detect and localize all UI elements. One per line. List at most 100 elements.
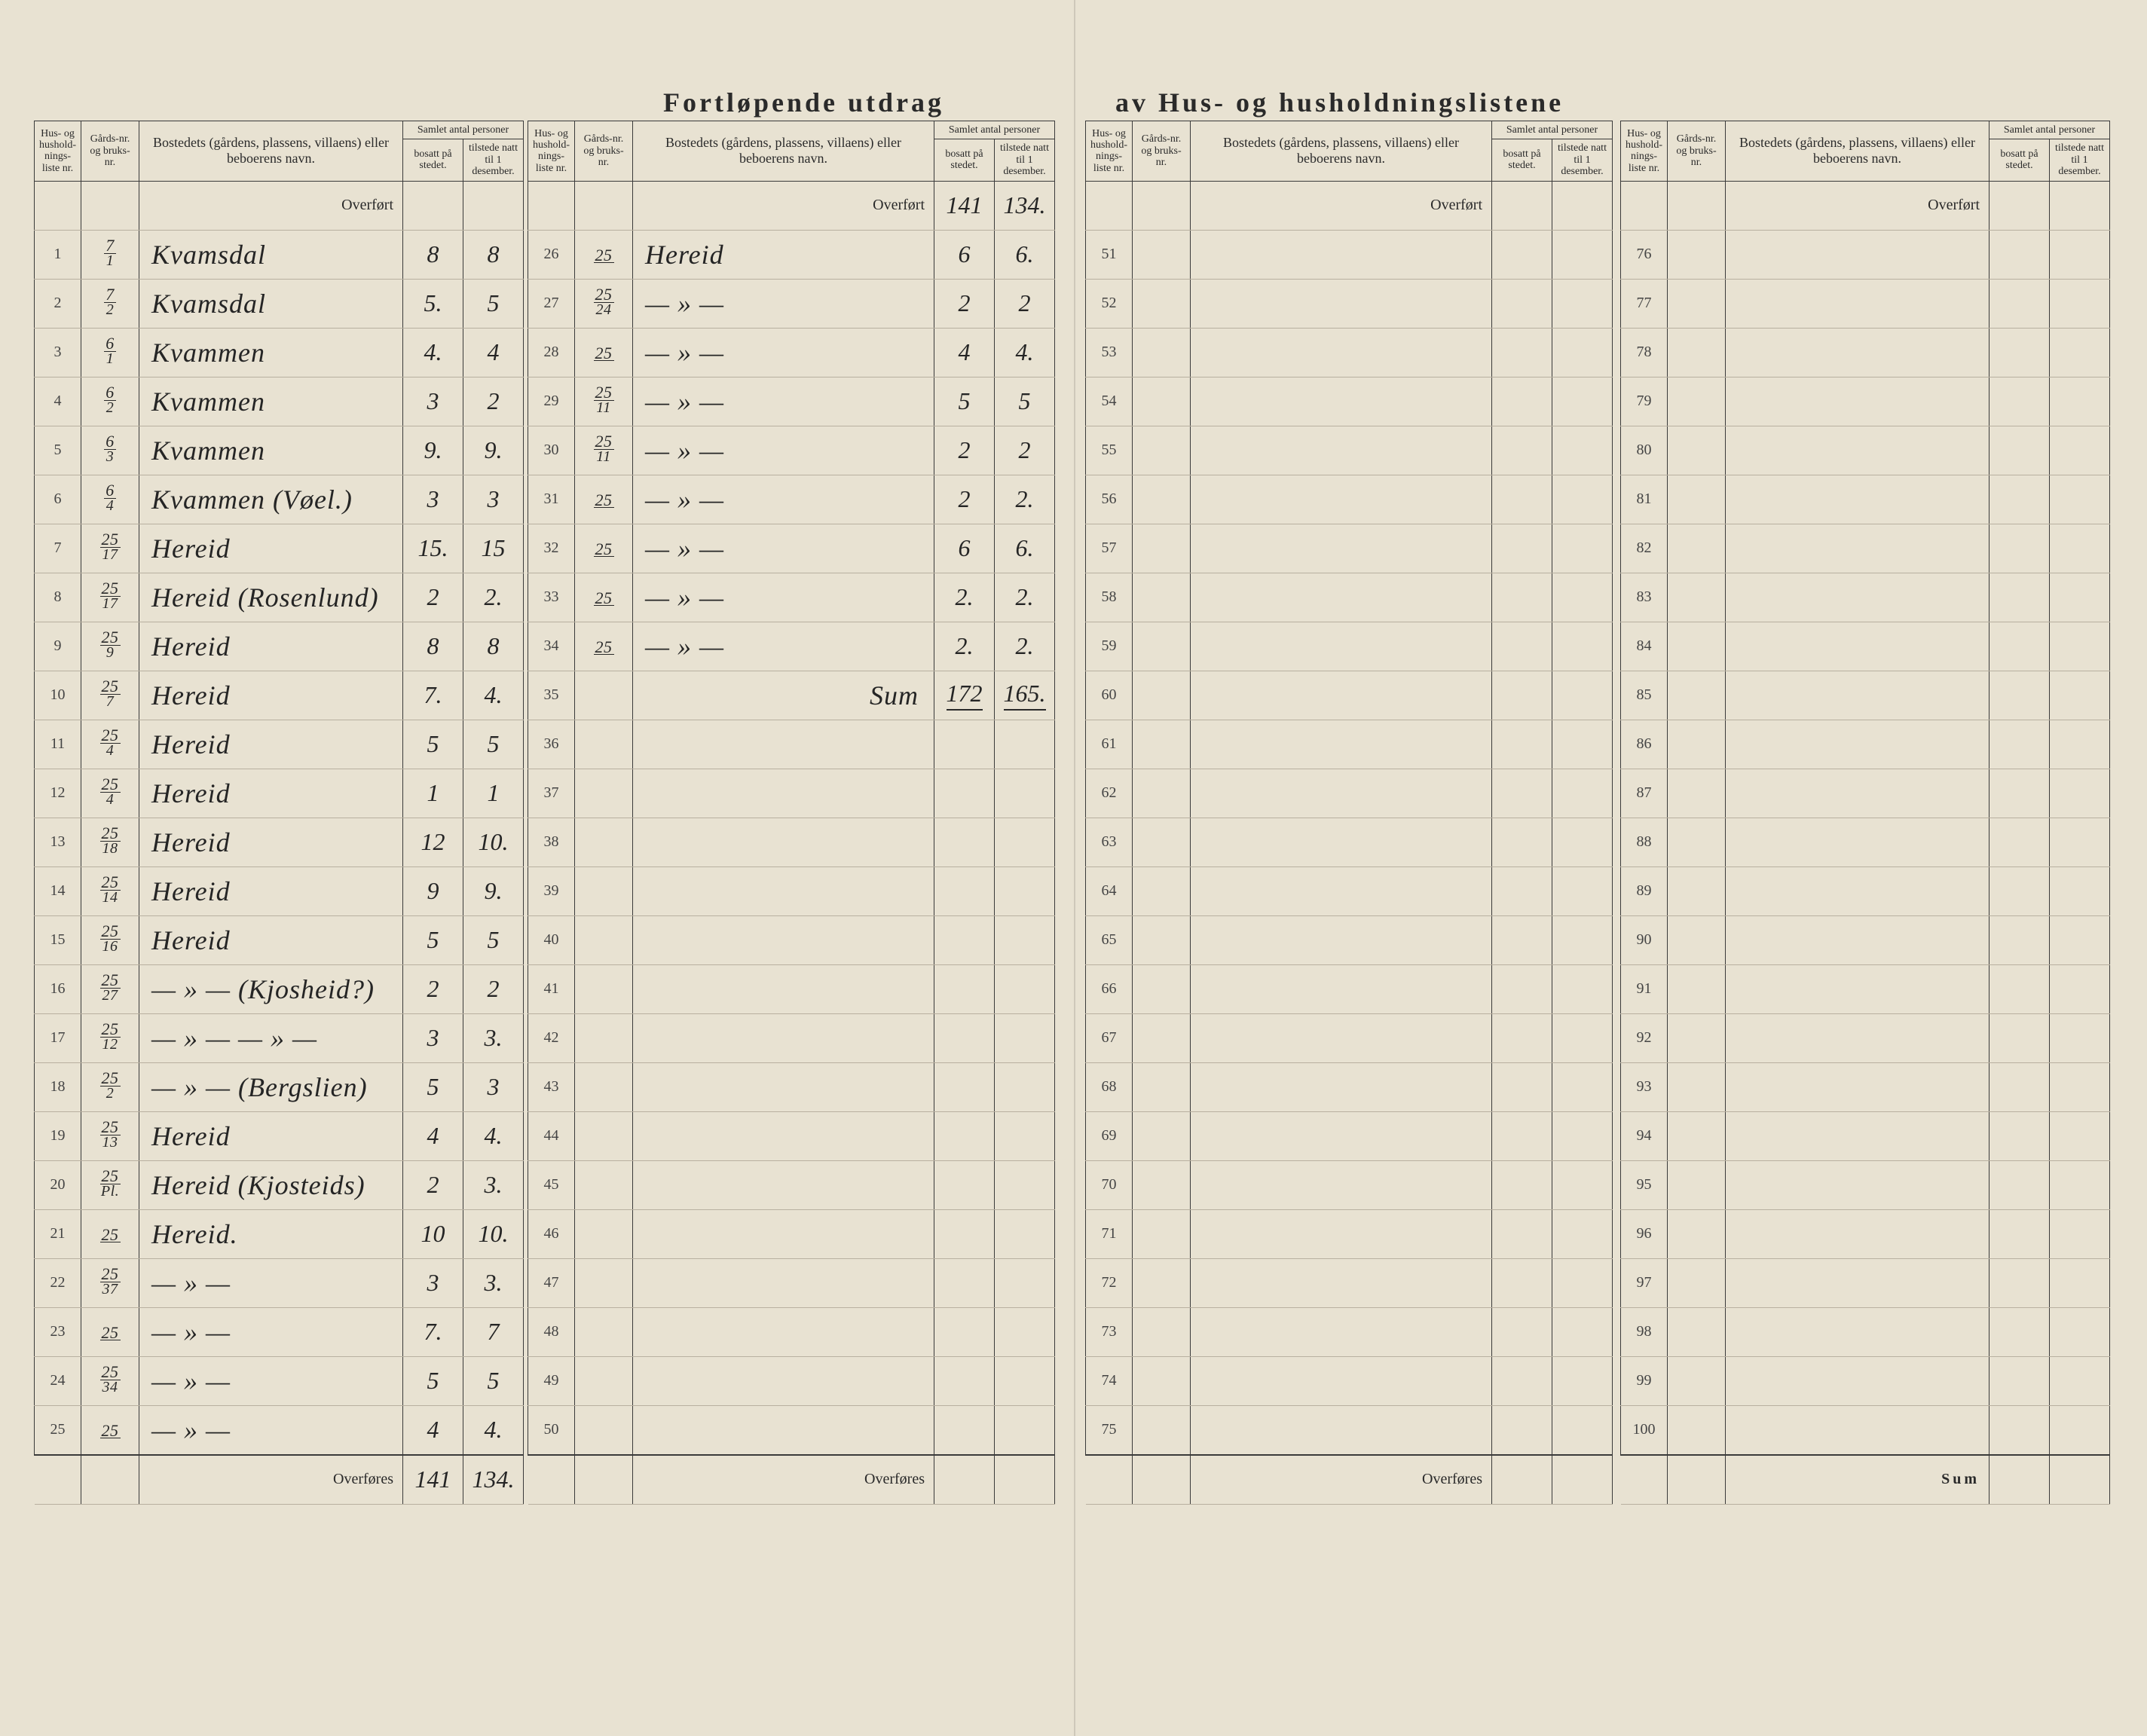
row-number: 78 [1621, 328, 1668, 377]
tilstede-count: 5 [463, 279, 524, 328]
row-number: 5 [35, 426, 81, 475]
bosatt-count [1492, 769, 1552, 818]
place-name [1191, 866, 1492, 915]
tilstede-count [2050, 1062, 2110, 1111]
table-row: 94 [1621, 1111, 2110, 1160]
title-right: av Hus- og husholdningslistene [1115, 87, 1564, 118]
bosatt-count [934, 1405, 995, 1455]
tilstede-count [1552, 1111, 1613, 1160]
gard-nr [1133, 818, 1191, 866]
gard-nr: 25 [575, 230, 633, 279]
place-name: — » — [633, 622, 934, 671]
place-name [633, 866, 934, 915]
place-name [1726, 1160, 1989, 1209]
gard-nr: 2516 [81, 915, 139, 964]
tilstede-count [1552, 230, 1613, 279]
row-number: 63 [1086, 818, 1133, 866]
gard-nr: 254 [81, 720, 139, 769]
row-number: 39 [528, 866, 575, 915]
table-row: 92 [1621, 1013, 2110, 1062]
gard-nr [1668, 524, 1726, 573]
gard-nr [1133, 1258, 1191, 1307]
tilstede-count [995, 1111, 1055, 1160]
place-name: Kvamsdal [139, 279, 403, 328]
row-number: 15 [35, 915, 81, 964]
place-name [633, 1356, 934, 1405]
row-number: 25 [35, 1405, 81, 1455]
tilstede-count: 3. [463, 1258, 524, 1307]
gard-nr: 61 [81, 328, 139, 377]
gard-nr [1668, 1111, 1726, 1160]
tilstede-count: 7 [463, 1307, 524, 1356]
gard-nr [1668, 866, 1726, 915]
tilstede-count [2050, 622, 2110, 671]
table-row: 64 [1086, 866, 1613, 915]
gard-nr: 254 [81, 769, 139, 818]
tilstede-count [995, 720, 1055, 769]
gard-nr: 25 [575, 573, 633, 622]
tilstede-count [995, 769, 1055, 818]
gard-nr [575, 1209, 633, 1258]
table-row: 69 [1086, 1111, 1613, 1160]
tilstede-count: 2 [995, 426, 1055, 475]
gard-nr [1668, 328, 1726, 377]
place-name: Hereid [139, 524, 403, 573]
tilstede-count: 10. [463, 1209, 524, 1258]
bosatt-count: 4. [403, 328, 463, 377]
gard-nr [575, 1356, 633, 1405]
tilstede-count: 6. [995, 524, 1055, 573]
place-name [1726, 720, 1989, 769]
table-row: 48 [528, 1307, 1055, 1356]
table-row: 28 25 — » — 4 4. [528, 328, 1055, 377]
table-row: 59 [1086, 622, 1613, 671]
table-row: 52 [1086, 279, 1613, 328]
gard-nr [575, 1013, 633, 1062]
tilstede-count [1552, 1258, 1613, 1307]
gard-nr [1668, 671, 1726, 720]
table-row: 60 [1086, 671, 1613, 720]
bosatt-count: 6 [934, 524, 995, 573]
gard-nr: 25 [575, 524, 633, 573]
row-number: 48 [528, 1307, 575, 1356]
place-name: Hereid [139, 769, 403, 818]
table-row: 65 [1086, 915, 1613, 964]
row-number: 82 [1621, 524, 1668, 573]
gard-nr [1668, 1356, 1726, 1405]
gard-nr [575, 818, 633, 866]
overfort-row: Overført [1621, 181, 2110, 230]
place-name: Kvammen [139, 328, 403, 377]
tilstede-count: 1 [463, 769, 524, 818]
row-number: 60 [1086, 671, 1133, 720]
table-row: 42 [528, 1013, 1055, 1062]
bosatt-count [1492, 524, 1552, 573]
gard-nr [1668, 426, 1726, 475]
tilstede-count [2050, 1160, 2110, 1209]
row-number: 43 [528, 1062, 575, 1111]
row-number: 28 [528, 328, 575, 377]
table-row: 26 25 Hereid 6 6. [528, 230, 1055, 279]
place-name [1191, 279, 1492, 328]
place-name [1191, 1356, 1492, 1405]
gard-nr [1668, 915, 1726, 964]
tilstede-count [2050, 1111, 2110, 1160]
tilstede-count: 10. [463, 818, 524, 866]
table-row: 84 [1621, 622, 2110, 671]
tilstede-count [2050, 720, 2110, 769]
gard-nr: 252 [81, 1062, 139, 1111]
place-name [1726, 1405, 1989, 1455]
tilstede-count [2050, 818, 2110, 866]
tilstede-count [2050, 1307, 2110, 1356]
bosatt-count [934, 1111, 995, 1160]
row-number: 53 [1086, 328, 1133, 377]
place-name: Sum [633, 671, 934, 720]
gard-nr: 2517 [81, 524, 139, 573]
place-name: — » — [633, 426, 934, 475]
bosatt-count [1492, 671, 1552, 720]
table-row: 100 [1621, 1405, 2110, 1455]
row-number: 9 [35, 622, 81, 671]
tilstede-count [995, 915, 1055, 964]
bosatt-count: 2 [403, 964, 463, 1013]
row-number: 33 [528, 573, 575, 622]
row-number: 66 [1086, 964, 1133, 1013]
bosatt-count [1989, 1258, 2050, 1307]
